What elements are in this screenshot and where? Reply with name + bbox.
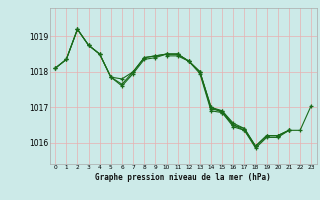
X-axis label: Graphe pression niveau de la mer (hPa): Graphe pression niveau de la mer (hPa) [95,173,271,182]
